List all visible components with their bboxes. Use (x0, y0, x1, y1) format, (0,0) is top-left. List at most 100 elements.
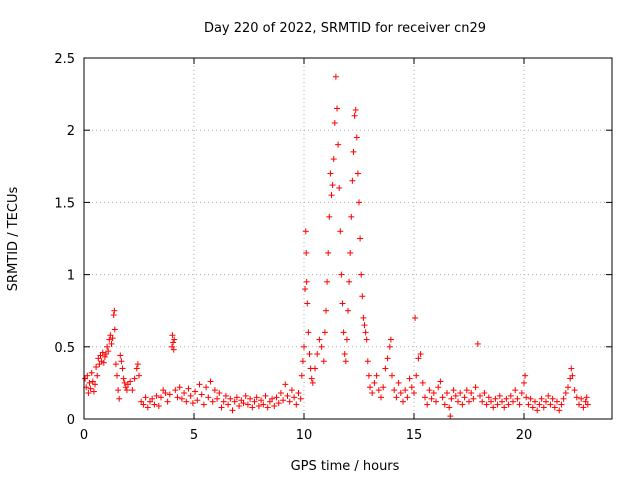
data-point (293, 401, 300, 408)
data-point (413, 372, 420, 379)
data-point (280, 397, 287, 404)
data-point (297, 395, 304, 402)
data-point (101, 353, 108, 360)
data-point (359, 293, 366, 300)
data-point (90, 388, 97, 395)
data-point (446, 404, 453, 411)
data-point (324, 278, 331, 285)
data-point (375, 387, 382, 394)
data-point (275, 400, 282, 407)
data-point (459, 401, 466, 408)
data-point (87, 385, 94, 392)
data-point (422, 394, 428, 401)
data-point (536, 401, 543, 408)
y-tick-label: 2.5 (54, 52, 75, 67)
data-point (341, 351, 348, 358)
data-point (488, 398, 494, 405)
data-point (501, 404, 508, 411)
data-point (437, 378, 444, 385)
data-point (295, 390, 302, 397)
data-point (406, 375, 413, 382)
data-point (408, 384, 415, 391)
data-point (354, 170, 361, 177)
data-point (198, 391, 205, 398)
data-point (578, 395, 585, 402)
data-point (569, 372, 576, 379)
data-point (203, 384, 210, 391)
data-point (100, 359, 107, 366)
data-point (404, 394, 411, 401)
data-point (339, 300, 346, 307)
y-tick-label: 0 (67, 413, 75, 428)
data-point (216, 390, 223, 397)
data-point (522, 372, 529, 379)
data-point (512, 387, 519, 394)
data-point (209, 398, 216, 405)
data-point (417, 351, 424, 358)
data-point (389, 372, 395, 379)
data-point (323, 307, 329, 314)
data-point (568, 365, 575, 372)
data-point (189, 400, 196, 407)
data-point (496, 392, 503, 399)
data-point (325, 249, 332, 256)
data-point (321, 329, 328, 336)
data-point (99, 349, 106, 356)
data-point (106, 336, 113, 343)
x-tick-label: 15 (406, 428, 423, 443)
data-point (391, 387, 398, 394)
data-point (507, 392, 514, 399)
data-point (327, 170, 334, 177)
data-point (367, 384, 373, 391)
data-point (253, 394, 260, 401)
data-point (298, 372, 305, 379)
data-point (121, 379, 128, 386)
data-point (299, 358, 306, 365)
data-point (485, 394, 492, 401)
data-point (481, 390, 488, 397)
data-point (133, 365, 140, 372)
data-point (560, 395, 567, 402)
data-point (214, 395, 221, 402)
data-point (351, 112, 358, 119)
data-point (127, 378, 134, 385)
y-axis-label: SRMTID / TECUs (6, 187, 21, 292)
data-point (166, 391, 173, 398)
data-point (516, 401, 523, 408)
axis-ticks (83, 57, 612, 420)
data-point (131, 375, 138, 382)
data-point (523, 394, 530, 401)
data-point (342, 358, 349, 365)
data-point (439, 394, 446, 401)
data-point (181, 390, 188, 397)
data-point (328, 192, 335, 199)
data-point (120, 375, 127, 382)
data-point (111, 326, 118, 333)
data-point (378, 394, 384, 401)
data-point (140, 401, 147, 408)
data-point (562, 390, 569, 397)
y-tick-label: 2 (67, 124, 75, 139)
data-point (343, 336, 350, 343)
data-point (222, 392, 229, 399)
data-point (483, 401, 490, 408)
data-points (82, 73, 591, 420)
data-point (86, 379, 93, 386)
data-point (85, 390, 92, 397)
data-point (316, 336, 323, 343)
data-point (269, 395, 276, 402)
data-point (551, 404, 558, 411)
data-point (105, 348, 112, 355)
data-point (337, 228, 344, 235)
data-point (258, 397, 265, 404)
data-point (174, 394, 181, 401)
data-point (84, 372, 91, 379)
data-point (397, 390, 404, 397)
data-point (151, 401, 158, 408)
data-point (547, 401, 554, 408)
data-point (309, 379, 316, 386)
data-point (92, 381, 98, 388)
data-point (129, 387, 136, 394)
data-point (393, 394, 400, 401)
